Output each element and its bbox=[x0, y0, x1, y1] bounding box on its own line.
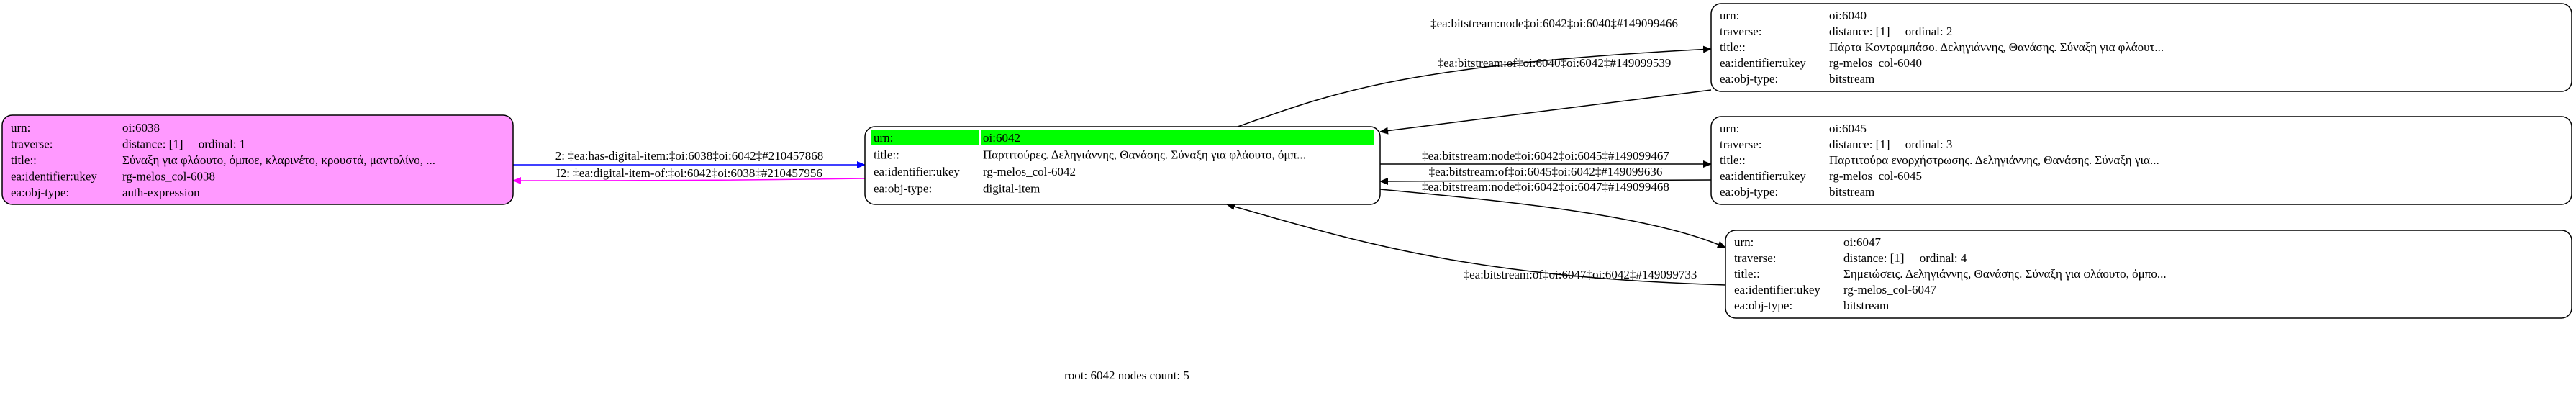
node-field-value: distance: [1] ordinal: 4 bbox=[1843, 251, 1967, 265]
node-box bbox=[1710, 3, 2572, 92]
node-field-key: urn: bbox=[1720, 122, 1739, 135]
node-field-key: urn: bbox=[874, 131, 893, 145]
highlight-value-cell bbox=[981, 130, 1374, 145]
node-field-value: Πάρτα Κοντραμπάσο. Δεληγιάννης, Θανάσης.… bbox=[1829, 40, 2164, 54]
node-6040[interactable]: urn: oi:6040 traverse: distance: [1] ordina… bbox=[1710, 3, 2572, 92]
node-field-key: urn: bbox=[1734, 235, 1754, 249]
nodes-layer: urn: oi:6038 traverse: distance: [1] ordina… bbox=[1, 3, 2572, 319]
edge-6042-to-6047[interactable]: ‡ea:bitstream:node‡oi:6042‡oi:6047‡#1490… bbox=[1379, 180, 1726, 248]
node-field-value: rg-melos_col-6038 bbox=[122, 170, 215, 184]
edge-label: ‡ea:bitstream:node‡oi:6042‡oi:6045‡#1490… bbox=[1422, 149, 1669, 163]
edge-label: ‡ea:bitstream:of‡oi:6040‡oi:6042‡#149099… bbox=[1438, 56, 1672, 70]
edge-6042-to-6038[interactable]: I2: ‡ea:digital-item-of:‡oi:6042‡oi:6038… bbox=[512, 166, 866, 184]
edge-line bbox=[1379, 189, 1726, 248]
node-field-value: oi:6045 bbox=[1829, 122, 1867, 135]
node-box bbox=[864, 126, 1381, 205]
node-field-key: title:: bbox=[1720, 153, 1746, 167]
node-field-value: rg-melos_col-6047 bbox=[1843, 283, 1937, 297]
highlight-key-cell bbox=[871, 130, 979, 145]
node-field-key: ea:obj-type: bbox=[1734, 299, 1792, 312]
node-6045[interactable]: urn: oi:6045 traverse: distance: [1] ordina… bbox=[1710, 116, 2572, 205]
edge-label: ‡ea:bitstream:of‡oi:6045‡oi:6042‡#149099… bbox=[1429, 165, 1663, 178]
edge-label: ‡ea:bitstream:node‡oi:6042‡oi:6040‡#1490… bbox=[1430, 17, 1678, 30]
node-field-key: urn: bbox=[1720, 9, 1739, 22]
edge-6042-to-6045[interactable]: ‡ea:bitstream:node‡oi:6042‡oi:6045‡#1490… bbox=[1380, 149, 1712, 168]
node-field-key: traverse: bbox=[1720, 24, 1762, 38]
node-field-key: title:: bbox=[11, 153, 37, 167]
edge-label: 2: ‡ea:has-digital-item:‡oi:6038‡oi:6042… bbox=[555, 149, 824, 163]
graph-footer: root: 6042 nodes count: 5 bbox=[1064, 368, 1189, 382]
node-field-key: ea:identifier:ukey bbox=[1734, 283, 1820, 297]
node-field-value: oi:6040 bbox=[1829, 9, 1867, 22]
node-field-key: ea:identifier:ukey bbox=[11, 170, 97, 184]
edge-6040-to-6042[interactable]: ‡ea:bitstream:of‡oi:6040‡oi:6042‡#149099… bbox=[1379, 56, 1712, 135]
node-field-value: rg-melos_col-6045 bbox=[1829, 169, 1922, 183]
node-field-value: digital-item bbox=[983, 182, 1040, 196]
edges-layer: 2: ‡ea:has-digital-item:‡oi:6038‡oi:6042… bbox=[512, 17, 1726, 286]
edge-label: I2: ‡ea:digital-item-of:‡oi:6042‡oi:6038… bbox=[556, 166, 822, 180]
node-field-key: title:: bbox=[1734, 267, 1760, 281]
edge-line bbox=[512, 176, 866, 184]
node-field-value: rg-melos_col-6040 bbox=[1829, 56, 1922, 70]
node-field-key: ea:obj-type: bbox=[874, 182, 932, 196]
node-field-value: Σημειώσεις. Δεληγιάννης, Θανάσης. Σύναξη… bbox=[1843, 267, 2167, 281]
node-field-key: ea:obj-type: bbox=[1720, 185, 1778, 199]
node-field-key: traverse: bbox=[11, 137, 53, 151]
node-field-value: bitstream bbox=[1843, 299, 1889, 312]
edge-6042-to-6040[interactable]: ‡ea:bitstream:node‡oi:6042‡oi:6040‡#1490… bbox=[1237, 17, 1712, 127]
node-field-key: traverse: bbox=[1734, 251, 1777, 265]
node-box bbox=[1, 114, 514, 205]
edge-line bbox=[1226, 203, 1726, 286]
node-box bbox=[1725, 230, 2572, 319]
node-field-key: ea:identifier:ukey bbox=[1720, 56, 1806, 70]
node-field-key: title:: bbox=[874, 148, 899, 162]
node-field-value: auth-expression bbox=[122, 186, 200, 199]
node-field-value: oi:6042 bbox=[983, 131, 1020, 145]
node-field-value: oi:6047 bbox=[1843, 235, 1881, 249]
edge-line bbox=[1379, 89, 1712, 135]
node-box bbox=[1710, 116, 2572, 205]
node-field-key: ea:obj-type: bbox=[1720, 72, 1778, 86]
node-field-key: traverse: bbox=[1720, 137, 1762, 151]
edge-label: ‡ea:bitstream:node‡oi:6042‡oi:6047‡#1490… bbox=[1422, 180, 1669, 194]
node-6038[interactable]: urn: oi:6038 traverse: distance: [1] ordina… bbox=[1, 114, 514, 205]
node-field-value: Παρτιτούρα ενορχήστρωσης. Δεληγιάννης, Θ… bbox=[1829, 153, 2159, 167]
node-field-key: title:: bbox=[1720, 40, 1746, 54]
node-field-value: bitstream bbox=[1829, 185, 1874, 199]
edge-6045-to-6042[interactable]: ‡ea:bitstream:of‡oi:6045‡oi:6042‡#149099… bbox=[1379, 165, 1712, 185]
edge-line bbox=[1379, 177, 1712, 185]
edge-6038-to-6042[interactable]: 2: ‡ea:has-digital-item:‡oi:6038‡oi:6042… bbox=[513, 149, 866, 168]
node-field-key: urn: bbox=[11, 121, 30, 135]
node-field-value: oi:6038 bbox=[122, 121, 160, 135]
node-field-key: ea:identifier:ukey bbox=[1720, 169, 1806, 183]
node-field-value: rg-melos_col-6042 bbox=[983, 165, 1076, 178]
node-field-value: Παρτιτούρες. Δεληγιάννης, Θανάσης. Σύναξ… bbox=[983, 148, 1306, 162]
edge-6047-to-6042[interactable]: ‡ea:bitstream:of‡oi:6047‡oi:6042‡#149099… bbox=[1226, 203, 1726, 286]
edge-line bbox=[1237, 45, 1712, 127]
node-field-value: distance: [1] ordinal: 2 bbox=[1829, 24, 1952, 38]
node-field-key: ea:obj-type: bbox=[11, 186, 69, 199]
node-field-value: bitstream bbox=[1829, 72, 1874, 86]
node-field-value: distance: [1] ordinal: 1 bbox=[122, 137, 245, 151]
node-field-value: distance: [1] ordinal: 3 bbox=[1829, 137, 1952, 151]
node-field-value: Σύναξη για φλάουτο, όμποε, κλαρινέτο, κρ… bbox=[122, 153, 435, 167]
edge-label: ‡ea:bitstream:of‡oi:6047‡oi:6042‡#149099… bbox=[1464, 268, 1697, 281]
node-field-key: ea:identifier:ukey bbox=[874, 165, 960, 178]
node-6047[interactable]: urn: oi:6047 traverse: distance: [1] ordina… bbox=[1725, 230, 2572, 319]
